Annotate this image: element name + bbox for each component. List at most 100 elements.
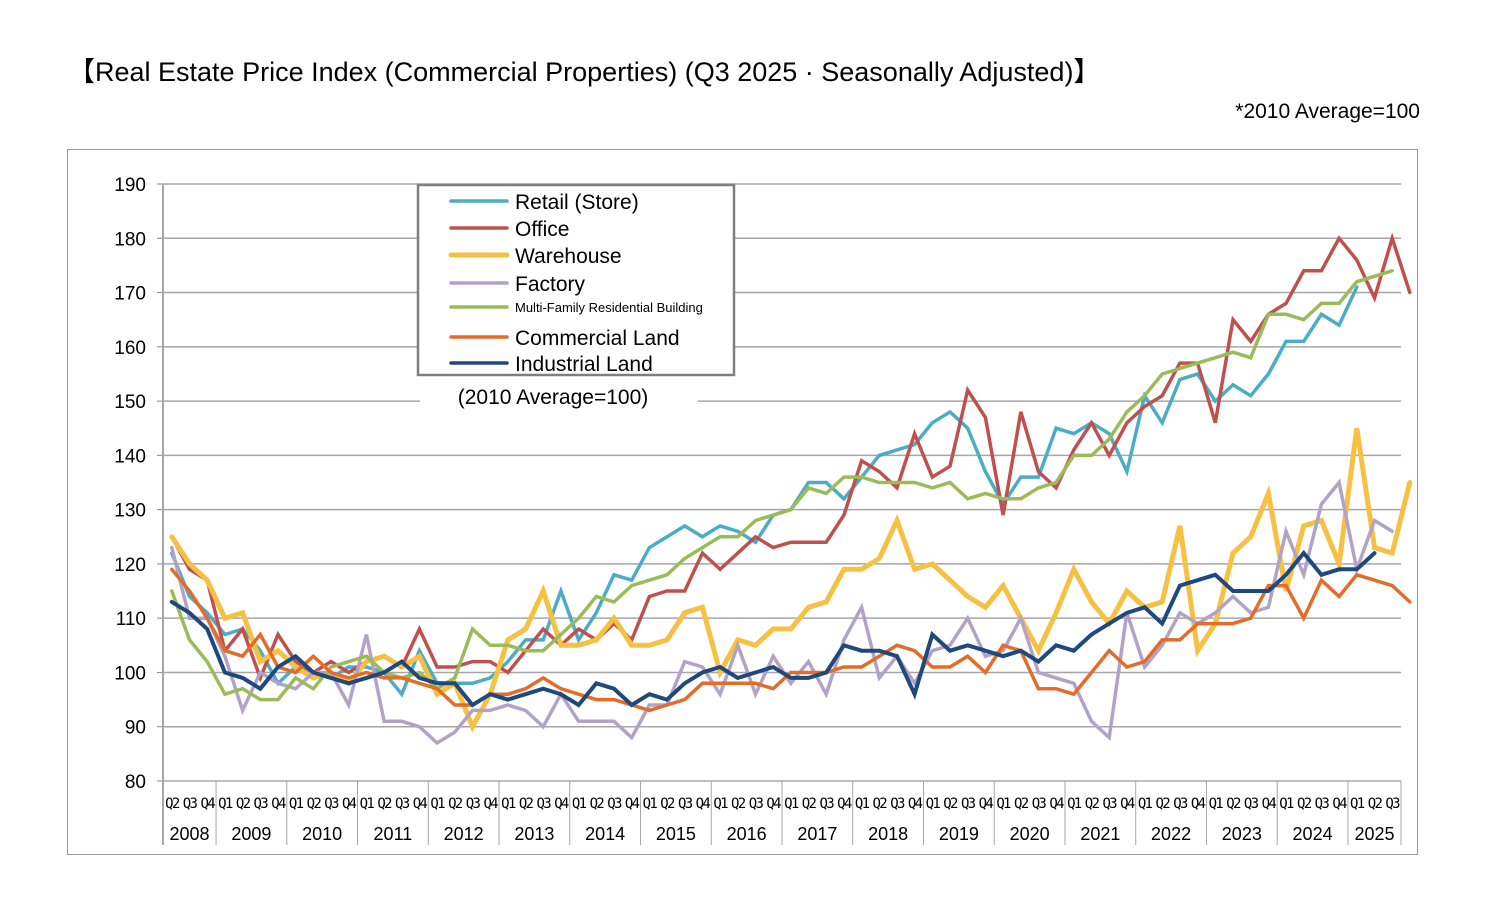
x-quarter-label: Q3 bbox=[1385, 796, 1400, 812]
x-quarter-label: Q4 bbox=[342, 796, 357, 812]
legend-label: Industrial Land bbox=[515, 353, 653, 376]
x-quarter-label: Q4 bbox=[696, 796, 711, 812]
y-tick-label: 110 bbox=[116, 609, 146, 630]
x-year-label: 2021 bbox=[1080, 824, 1120, 844]
chart-title: 【Real Estate Price Index (Commercial Pro… bbox=[68, 57, 1101, 87]
x-quarter-label: Q1 bbox=[784, 796, 799, 812]
x-quarter-label: Q2 bbox=[165, 796, 180, 812]
x-quarter-label: Q1 bbox=[643, 796, 658, 812]
x-quarter-label: Q2 bbox=[590, 796, 605, 812]
x-year-label: 2015 bbox=[656, 824, 696, 844]
x-quarter-label: Q2 bbox=[236, 796, 251, 812]
legend-label: Warehouse bbox=[515, 245, 622, 268]
x-axis: Q2 Q3 Q4 Q1 Q2 Q3 Q4 Q1 Q2 Q3 Q4 Q1 Q2 Q3 Q4 Q1 Q2 Q3 Q4 Q1… bbox=[165, 781, 1402, 845]
x-quarter-label: Q3 bbox=[395, 796, 410, 812]
x-quarter-label: Q2 bbox=[1368, 796, 1383, 812]
x-quarter-label: Q3 bbox=[183, 796, 198, 812]
x-quarter-label: Q3 bbox=[1173, 796, 1188, 812]
x-quarter-label: Q3 bbox=[607, 796, 622, 812]
x-quarter-label: Q1 bbox=[855, 796, 870, 812]
x-quarter-label: Q3 bbox=[819, 796, 834, 812]
y-tick-label: 190 bbox=[114, 175, 146, 196]
x-quarter-label: Q3 bbox=[1102, 796, 1117, 812]
y-tick-label: 170 bbox=[114, 284, 146, 305]
y-tick-label: 90 bbox=[125, 718, 146, 739]
x-quarter-label: Q1 bbox=[1279, 796, 1294, 812]
x-quarter-label: Q2 bbox=[1014, 796, 1029, 812]
x-year-label: 2010 bbox=[302, 824, 342, 844]
x-year-label: 2022 bbox=[1151, 824, 1191, 844]
x-quarter-label: Q2 bbox=[377, 796, 392, 812]
y-tick-label: 160 bbox=[114, 338, 146, 359]
x-quarter-label: Q4 bbox=[271, 796, 286, 812]
x-quarter-label: Q4 bbox=[908, 796, 923, 812]
x-quarter-label: Q4 bbox=[413, 796, 428, 812]
x-quarter-label: Q3 bbox=[961, 796, 976, 812]
x-year-label: 2019 bbox=[939, 824, 979, 844]
y-tick-label: 80 bbox=[125, 772, 146, 793]
y-tick-label: 140 bbox=[114, 446, 146, 467]
x-quarter-label: Q1 bbox=[926, 796, 941, 812]
chart-frame bbox=[67, 149, 1418, 855]
legend-label: Commercial Land bbox=[515, 327, 680, 350]
x-year-label: 2009 bbox=[231, 824, 271, 844]
legend-label: Office bbox=[515, 218, 569, 241]
x-quarter-label: Q4 bbox=[1332, 796, 1347, 812]
legend-label: Retail (Store) bbox=[515, 191, 639, 214]
x-year-label: 2013 bbox=[514, 824, 554, 844]
x-quarter-label: Q1 bbox=[996, 796, 1011, 812]
series-line-industrial-land bbox=[169, 549, 1377, 708]
x-quarter-label: Q3 bbox=[1032, 796, 1047, 812]
series-lines bbox=[169, 232, 1413, 746]
x-quarter-label: Q3 bbox=[466, 796, 481, 812]
x-quarter-label: Q2 bbox=[943, 796, 958, 812]
x-quarter-label: Q3 bbox=[324, 796, 339, 812]
x-quarter-label: Q1 bbox=[430, 796, 445, 812]
x-year-label: 2016 bbox=[727, 824, 767, 844]
x-quarter-label: Q1 bbox=[1138, 796, 1153, 812]
x-quarter-label: Q2 bbox=[660, 796, 675, 812]
x-quarter-label: Q1 bbox=[501, 796, 516, 812]
x-quarter-label: Q3 bbox=[1244, 796, 1259, 812]
x-year-label: 2024 bbox=[1293, 824, 1333, 844]
x-quarter-label: Q2 bbox=[873, 796, 888, 812]
x-quarter-label: Q1 bbox=[218, 796, 233, 812]
x-quarter-label: Q1 bbox=[360, 796, 375, 812]
series-line-factory bbox=[170, 478, 1394, 746]
x-quarter-label: Q4 bbox=[483, 796, 498, 812]
x-quarter-label: Q2 bbox=[1297, 796, 1312, 812]
series-line-retail-store bbox=[170, 285, 1359, 698]
y-tick-label: 100 bbox=[114, 663, 146, 684]
x-quarter-label: Q1 bbox=[1067, 796, 1082, 812]
x-year-label: 2018 bbox=[868, 824, 908, 844]
x-quarter-label: Q1 bbox=[1350, 796, 1365, 812]
x-quarter-label: Q4 bbox=[979, 796, 994, 812]
x-quarter-label: Q3 bbox=[678, 796, 693, 812]
x-quarter-label: Q3 bbox=[254, 796, 269, 812]
x-quarter-label: Q1 bbox=[289, 796, 304, 812]
x-quarter-label: Q4 bbox=[554, 796, 569, 812]
x-quarter-label: Q1 bbox=[572, 796, 587, 812]
x-quarter-label: Q2 bbox=[1156, 796, 1171, 812]
y-axis: 80 90 100 110 120 130 140 150 160 170 180 190 bbox=[114, 175, 164, 845]
x-quarter-label: Q1 bbox=[713, 796, 728, 812]
y-tick-label: 180 bbox=[114, 229, 146, 250]
x-year-label: 2017 bbox=[797, 824, 837, 844]
x-year-label: 2014 bbox=[585, 824, 625, 844]
series-line-multi-family-residential-building bbox=[170, 269, 1394, 702]
x-year-label: 2011 bbox=[374, 824, 413, 844]
x-quarter-label: Q4 bbox=[625, 796, 640, 812]
chart-subtitle: (2010 Average=100) bbox=[458, 386, 649, 409]
x-quarter-label: Q1 bbox=[1209, 796, 1224, 812]
y-tick-label: 150 bbox=[114, 392, 146, 413]
x-quarter-label: Q4 bbox=[1191, 796, 1206, 812]
x-quarter-label: Q2 bbox=[519, 796, 534, 812]
x-quarter-label: Q4 bbox=[1049, 796, 1064, 812]
x-quarter-label: Q2 bbox=[1085, 796, 1100, 812]
legend: Retail (Store) Office Warehouse Factory Mult… bbox=[416, 183, 736, 412]
x-quarter-label: Q4 bbox=[837, 796, 852, 812]
x-year-label: 2012 bbox=[444, 824, 484, 844]
x-quarter-label: Q4 bbox=[1262, 796, 1277, 812]
legend-box bbox=[416, 183, 736, 377]
